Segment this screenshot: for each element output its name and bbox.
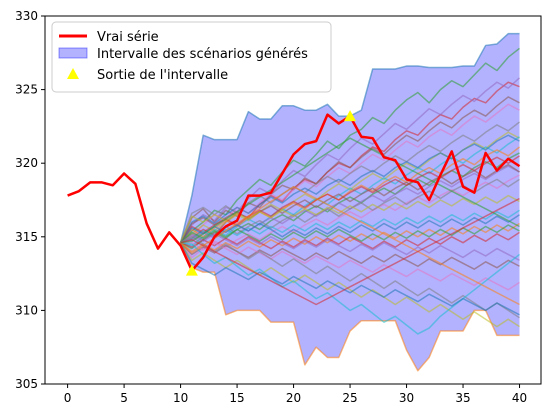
x-tick-label: 5 [120,391,128,405]
y-tick-label: 325 [15,83,38,97]
legend-label-true-series: Vrai série [97,30,159,45]
scenario-line [180,241,520,291]
scenario-line [180,137,520,244]
outside-marker [185,264,198,276]
scenario-line [180,222,520,253]
x-tick-label: 0 [64,391,72,405]
x-tick-label: 30 [399,391,414,405]
scenario-line [179,242,520,316]
scenario-line [180,231,520,250]
legend-interval-swatch [58,47,88,59]
outside-marker [344,110,357,122]
scenario-line [179,242,520,372]
scenario-line [180,186,520,306]
legend-label-outside: Sortie de l'intervalle [97,68,228,83]
scenario-line [180,47,520,244]
true-series-line [67,113,521,272]
scenario-line [179,96,520,243]
x-tick-label: 10 [173,391,188,405]
x-tick-label: 25 [342,391,357,405]
scenario-line [180,209,520,244]
scenario-line [180,197,520,306]
y-tick-label: 305 [15,377,38,391]
scenario-line [179,194,520,243]
y-tick-label: 320 [15,156,38,170]
x-tick-label: 35 [455,391,470,405]
legend-label-interval: Intervalle des scénarios générés [97,47,308,62]
scenario-line [179,214,520,244]
x-tick-label: 40 [512,391,527,405]
legend-box [51,21,332,93]
x-tick-label: 15 [229,391,244,405]
plot-area [67,32,521,372]
y-tick-label: 315 [15,230,38,244]
scenario-line [180,236,520,319]
scenario-line [179,134,520,244]
x-tick-label: 20 [286,391,301,405]
axes-frame [44,15,542,385]
axis-ticks: 0 5 10 15 20 25 30 35 40 305 310 315 320 325 330 [15,9,527,405]
scenario-line [180,146,520,244]
scenario-line [179,174,520,259]
y-tick-label: 330 [15,9,38,23]
legend: Vrai série Intervalle des scénarios géné… [51,21,332,93]
scenario-line [179,242,520,328]
scenario-line [180,233,520,262]
y-tick-label: 310 [15,303,38,317]
legend-outside-marker-swatch [67,68,79,79]
